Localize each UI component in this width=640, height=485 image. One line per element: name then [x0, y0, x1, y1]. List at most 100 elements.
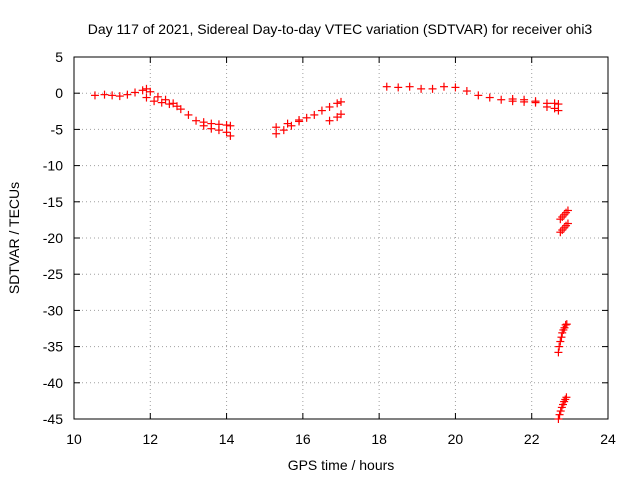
y-tick-label: -15 — [43, 194, 63, 210]
data-point — [563, 206, 572, 215]
data-point — [302, 113, 311, 122]
data-point — [283, 119, 292, 128]
data-point — [123, 90, 132, 99]
data-point — [554, 106, 563, 115]
x-tick-label: 22 — [524, 431, 540, 447]
data-point — [562, 393, 571, 402]
data-point — [554, 415, 563, 423]
data-point — [558, 213, 567, 222]
data-point — [556, 215, 565, 224]
x-tick-labels: 10 12 14 16 18 20 22 24 — [66, 431, 616, 447]
data-point — [153, 92, 162, 101]
data-point — [272, 123, 281, 132]
data-point — [226, 131, 235, 140]
data-point — [508, 94, 517, 103]
chart-title: Day 117 of 2021, Sidereal Day-to-day VTE… — [88, 21, 593, 37]
x-axis-label: GPS time / hours — [288, 457, 395, 473]
series-group — [272, 115, 304, 132]
data-point — [562, 320, 571, 329]
data-point — [207, 119, 216, 128]
series-group — [556, 206, 572, 224]
data-point — [556, 407, 565, 416]
grid — [74, 57, 608, 419]
y-tick-label: -45 — [43, 411, 63, 427]
y-tick-label: -10 — [43, 158, 63, 174]
data-point — [172, 102, 181, 111]
data-point — [115, 92, 124, 101]
data-point — [562, 221, 571, 230]
data-point — [560, 210, 569, 219]
data-point — [531, 97, 540, 106]
data-point — [474, 91, 483, 100]
data-point — [165, 100, 174, 109]
data-point — [485, 93, 494, 102]
y-tick-label: -35 — [43, 339, 63, 355]
data-point — [131, 88, 140, 97]
data-point — [325, 102, 334, 111]
data-point — [556, 337, 565, 346]
data-point — [184, 110, 193, 119]
data-point — [542, 102, 551, 111]
x-tick-label: 20 — [448, 431, 464, 447]
series-group — [554, 393, 571, 423]
data-point — [405, 82, 414, 91]
x-tick-label: 24 — [600, 431, 616, 447]
series-group — [556, 219, 572, 237]
data-point — [142, 93, 151, 102]
data-point — [556, 228, 565, 237]
data-point — [199, 118, 208, 127]
series-group — [554, 320, 571, 357]
data-point — [428, 84, 437, 93]
data-point — [226, 121, 235, 130]
x-tick-label: 18 — [371, 431, 387, 447]
series-group — [199, 118, 235, 130]
data-point — [317, 106, 326, 115]
series-group — [508, 94, 563, 115]
y-tick-label: -20 — [43, 230, 63, 246]
y-axis-label: SDTVAR / TECUs — [6, 182, 22, 294]
axis-ticks — [73, 56, 609, 420]
x-tick-label: 12 — [142, 431, 158, 447]
series-group — [325, 110, 345, 125]
data-point — [560, 223, 569, 232]
data-point — [222, 121, 231, 130]
data-point — [108, 91, 117, 100]
data-point — [561, 320, 570, 329]
x-tick-label: 14 — [219, 431, 235, 447]
data-point — [138, 86, 147, 95]
data-point — [497, 95, 506, 104]
series-group — [142, 93, 181, 111]
data-point — [325, 116, 334, 125]
data-point — [287, 121, 296, 130]
data-point — [90, 91, 99, 100]
data-point — [157, 98, 166, 107]
data-point — [100, 90, 109, 99]
data-point — [337, 97, 345, 106]
data-point — [554, 348, 563, 357]
data-point — [520, 95, 529, 104]
y-tick-label: -25 — [43, 266, 63, 282]
data-point — [555, 410, 564, 419]
data-point — [462, 87, 471, 96]
data-point — [563, 219, 572, 228]
data-point — [550, 104, 559, 113]
data-point — [337, 110, 345, 119]
x-tick-label: 10 — [66, 431, 82, 447]
data-point — [439, 82, 448, 91]
data-point — [394, 83, 403, 92]
data-points — [90, 82, 572, 423]
data-point — [295, 115, 304, 124]
y-tick-label: -5 — [51, 121, 64, 137]
y-tick-label: -30 — [43, 302, 63, 318]
data-point — [557, 333, 566, 342]
data-point — [555, 342, 564, 351]
y-tick-label: -40 — [43, 375, 63, 391]
data-point — [451, 83, 460, 92]
y-tick-labels: 5 0 -5 -10 -15 -20 -25 -30 -35 -40 -45 — [43, 49, 63, 427]
y-tick-label: 5 — [55, 49, 63, 65]
data-point — [150, 97, 159, 106]
data-point — [382, 82, 391, 91]
data-point — [562, 208, 571, 217]
